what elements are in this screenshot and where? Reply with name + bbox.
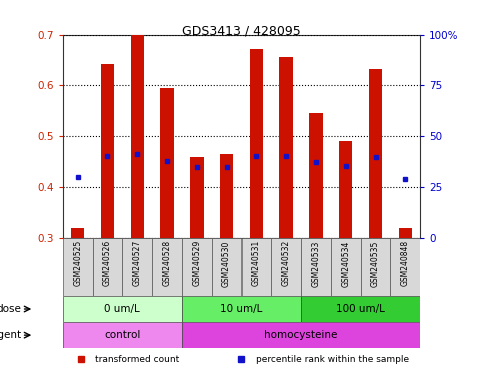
Text: GSM240525: GSM240525 [73, 240, 82, 286]
Bar [160, 88, 174, 238]
Text: control: control [104, 330, 141, 340]
Text: GSM240531: GSM240531 [252, 240, 261, 286]
Bar [182, 238, 212, 296]
Bar [190, 157, 203, 238]
Bar [242, 238, 271, 296]
Text: dose: dose [0, 304, 22, 314]
Bar [63, 322, 182, 348]
Text: GSM240526: GSM240526 [103, 240, 112, 286]
Text: GSM240529: GSM240529 [192, 240, 201, 286]
Bar [93, 238, 122, 296]
Text: GSM240534: GSM240534 [341, 240, 350, 286]
Text: homocysteine: homocysteine [264, 330, 338, 340]
Bar [182, 322, 420, 348]
Text: percentile rank within the sample: percentile rank within the sample [256, 355, 409, 364]
Text: GDS3413 / 428095: GDS3413 / 428095 [182, 25, 301, 38]
Text: GSM240535: GSM240535 [371, 240, 380, 286]
Bar [71, 228, 85, 238]
Bar [331, 238, 361, 296]
Bar [398, 228, 412, 238]
Text: GSM240848: GSM240848 [401, 240, 410, 286]
Bar [390, 238, 420, 296]
Bar [271, 238, 301, 296]
Text: GSM240532: GSM240532 [282, 240, 291, 286]
Bar [63, 296, 182, 322]
Text: GSM240527: GSM240527 [133, 240, 142, 286]
Bar [122, 238, 152, 296]
Bar [369, 69, 382, 238]
Bar [250, 49, 263, 238]
Bar [301, 296, 420, 322]
Bar [63, 238, 93, 296]
Bar [212, 238, 242, 296]
Bar [182, 296, 301, 322]
Text: GSM240530: GSM240530 [222, 240, 231, 286]
Bar [301, 238, 331, 296]
Bar [130, 35, 144, 238]
Text: GSM240528: GSM240528 [163, 240, 171, 286]
Text: 100 um/L: 100 um/L [336, 304, 385, 314]
Bar [152, 238, 182, 296]
Bar [361, 238, 390, 296]
Text: agent: agent [0, 330, 22, 340]
Bar [220, 154, 233, 238]
Bar [339, 141, 353, 238]
Bar [309, 113, 323, 238]
Text: 0 um/L: 0 um/L [104, 304, 140, 314]
Text: 10 um/L: 10 um/L [220, 304, 263, 314]
Text: GSM240533: GSM240533 [312, 240, 320, 286]
Bar [101, 63, 114, 238]
Bar [280, 58, 293, 238]
Text: transformed count: transformed count [95, 355, 179, 364]
